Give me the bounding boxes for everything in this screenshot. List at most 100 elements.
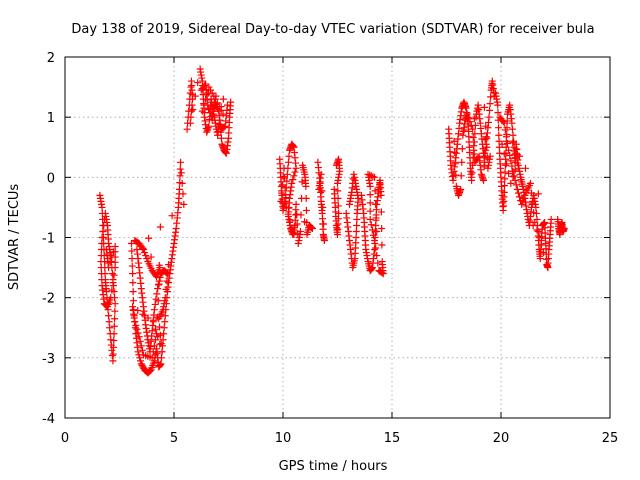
data-point <box>217 106 225 114</box>
data-point <box>377 208 385 216</box>
data-point <box>102 246 110 254</box>
data-point <box>110 337 118 345</box>
data-point <box>468 169 476 177</box>
data-point <box>223 101 231 109</box>
data-point <box>508 119 516 127</box>
data-point <box>156 223 164 231</box>
data-point <box>505 146 513 154</box>
x-tick-label: 15 <box>384 431 401 446</box>
data-point <box>102 288 110 296</box>
data-point <box>372 200 380 208</box>
data-point <box>108 270 116 278</box>
data-point <box>502 160 510 168</box>
data-point <box>128 247 136 255</box>
data-point <box>372 244 380 252</box>
data-point <box>144 314 152 322</box>
data-point <box>109 357 117 365</box>
y-tick-label: 2 <box>47 51 55 66</box>
data-point <box>105 318 113 326</box>
data-point <box>298 178 306 186</box>
data-point <box>516 152 524 160</box>
data-point <box>378 241 386 249</box>
data-point <box>129 288 137 296</box>
y-tick-label: -3 <box>42 352 55 367</box>
data-point <box>506 152 514 160</box>
data-point <box>142 252 150 260</box>
data-point <box>100 221 108 229</box>
data-point <box>139 310 147 318</box>
data-point <box>213 99 221 107</box>
data-point <box>283 170 291 178</box>
data-point <box>500 188 508 196</box>
y-tick-label: -1 <box>42 232 55 247</box>
data-point <box>302 182 310 190</box>
data-point <box>134 329 142 337</box>
data-point <box>505 170 513 178</box>
data-point <box>373 227 381 235</box>
data-point <box>500 150 508 158</box>
data-point <box>187 113 195 121</box>
data-point <box>482 133 490 141</box>
data-point <box>293 211 301 219</box>
data-point <box>532 203 540 211</box>
data-point <box>110 271 118 279</box>
data-point <box>161 318 169 326</box>
data-point <box>296 227 304 235</box>
axis-ticks: 0 5 10 15 20 25 -4 -3 -2 -1 0 1 2 <box>42 51 618 446</box>
data-point <box>501 126 509 134</box>
data-point <box>487 93 495 101</box>
data-point <box>530 209 538 217</box>
data-point <box>219 110 227 118</box>
data-point <box>111 307 119 315</box>
data-point <box>366 171 374 179</box>
data-point <box>150 306 158 314</box>
data-point <box>526 179 534 187</box>
data-point <box>149 318 157 326</box>
data-point <box>136 354 144 362</box>
data-point <box>367 172 375 180</box>
data-point <box>189 106 197 114</box>
y-tick-label: 1 <box>47 111 55 126</box>
data-point <box>101 215 109 223</box>
data-point <box>540 249 548 257</box>
data-point <box>509 131 517 139</box>
data-point <box>156 264 164 272</box>
data-point <box>99 227 107 235</box>
data-point <box>378 224 386 232</box>
data-point <box>280 164 288 172</box>
data-point <box>134 306 142 314</box>
data-point <box>215 103 223 111</box>
data-point <box>187 83 195 91</box>
data-point <box>376 267 384 275</box>
data-point <box>516 193 524 201</box>
x-tick-label: 0 <box>61 431 69 446</box>
data-point <box>496 149 504 157</box>
data-point <box>139 351 147 359</box>
data-point <box>97 258 105 266</box>
data-point <box>507 157 515 165</box>
data-point <box>318 187 326 195</box>
data-point <box>139 246 147 254</box>
data-point <box>486 100 494 108</box>
data-point <box>159 336 167 344</box>
data-point <box>150 342 158 350</box>
data-point <box>157 360 165 368</box>
data-point <box>457 172 465 180</box>
data-point <box>451 149 459 157</box>
data-point <box>158 348 166 356</box>
data-point <box>145 234 153 242</box>
data-point <box>156 323 164 331</box>
data-point <box>160 330 168 338</box>
data-point <box>110 248 118 256</box>
data-point <box>307 223 315 231</box>
data-point <box>154 297 162 305</box>
data-point <box>153 330 161 338</box>
data-point <box>111 243 119 251</box>
data-point <box>177 169 185 177</box>
data-point <box>151 300 159 308</box>
data-point <box>369 173 377 181</box>
data-point <box>498 140 506 148</box>
data-point <box>315 185 323 193</box>
data-point <box>137 342 145 350</box>
